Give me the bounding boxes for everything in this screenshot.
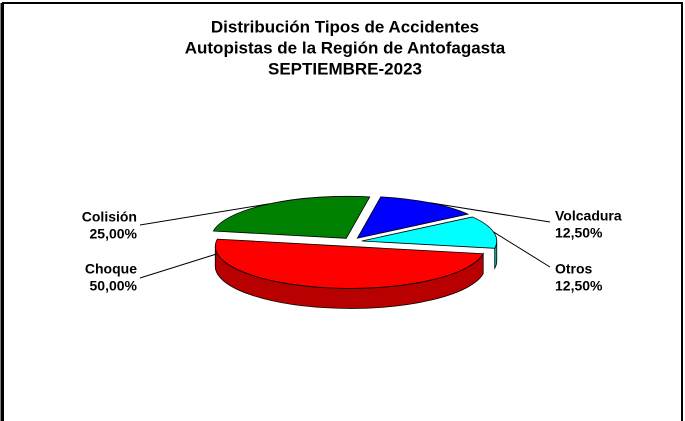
slice-value-label: 12,50% <box>555 225 603 241</box>
slice-label: Colisión <box>82 209 137 225</box>
leader-line <box>139 203 269 226</box>
slice <box>214 238 484 289</box>
slice-value-label: 50,00% <box>90 278 138 294</box>
chart-title: Distribución Tipos de Accidentes <box>211 17 479 36</box>
leader-line <box>139 253 218 279</box>
slice-value-label: 12,50% <box>555 278 603 294</box>
slice <box>356 196 470 239</box>
slice-value-label: 25,00% <box>90 226 138 242</box>
chart-title: SEPTIEMBRE-2023 <box>268 59 422 78</box>
slice-label: Choque <box>85 261 137 277</box>
slice-label: Otros <box>555 261 593 277</box>
leader-line <box>429 202 551 223</box>
leader-line <box>493 231 551 268</box>
chart-title: Autopistas de la Región de Antofagasta <box>185 38 506 57</box>
slice-label: Volcadura <box>555 208 622 224</box>
slice <box>361 216 498 249</box>
